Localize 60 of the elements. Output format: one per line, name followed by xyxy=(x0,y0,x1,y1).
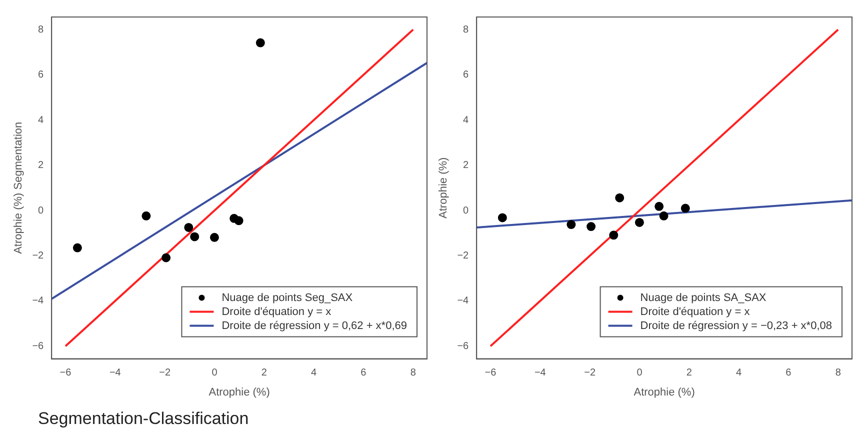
x-axis-title: Atrophie (%) xyxy=(208,386,270,398)
y-tick-label: 0 xyxy=(38,205,44,216)
point xyxy=(609,230,618,240)
legend-label: Nuage de points Seg_SAX xyxy=(222,292,354,304)
x-tick-label: 0 xyxy=(636,368,643,379)
x-tick-label: −4 xyxy=(534,368,546,379)
y-tick-label: 4 xyxy=(463,114,470,126)
legend-label: Droite d'équation y = x xyxy=(640,306,750,318)
point xyxy=(615,193,624,202)
x-axis-title: Atrophie (%) xyxy=(634,386,695,398)
y-tick-label: 8 xyxy=(463,24,470,36)
x-tick-label: 6 xyxy=(786,368,792,379)
y-tick-label: 2 xyxy=(463,160,470,172)
x-tick-label: 6 xyxy=(360,368,367,379)
y-tick-label: −2 xyxy=(457,250,470,262)
text: Segmentation-Classification xyxy=(37,409,250,429)
legend-label: Droite de régression y = 0,62 + x*0,69 xyxy=(222,320,408,332)
x-tick-label: 8 xyxy=(835,368,842,379)
x-tick-label: 0 xyxy=(212,368,218,379)
y-tick-label: 2 xyxy=(38,160,44,172)
y-tick-label: −4 xyxy=(32,296,44,307)
point xyxy=(234,216,244,226)
point xyxy=(162,253,171,262)
y-axis-title: Atrophie (%) Segmentation xyxy=(12,122,25,254)
point xyxy=(586,222,596,232)
point xyxy=(210,232,219,242)
y-tick-label: 6 xyxy=(38,70,44,81)
y-tick-label: 0 xyxy=(463,205,470,216)
x-tick-label: −2 xyxy=(159,368,171,379)
legend-label: Nuage de points SA_SAX xyxy=(640,292,767,304)
point xyxy=(190,232,200,242)
point xyxy=(654,202,664,211)
x-tick-label: 2 xyxy=(261,368,268,379)
y-tick-label: 6 xyxy=(463,70,470,81)
point xyxy=(72,243,82,252)
y-tick-label: −6 xyxy=(32,340,44,352)
x-tick-label: 4 xyxy=(311,368,318,379)
x-tick-label: 4 xyxy=(736,368,742,379)
point xyxy=(680,204,690,213)
y-tick-label: −6 xyxy=(457,340,470,352)
legend-label: Droite d'équation y = x xyxy=(222,306,332,318)
x-tick-label: −4 xyxy=(109,368,122,379)
point xyxy=(659,211,668,220)
x-tick-label: −2 xyxy=(584,368,596,379)
point xyxy=(184,222,194,232)
y-tick-label: 4 xyxy=(38,114,44,126)
point xyxy=(498,213,507,222)
point xyxy=(256,38,265,48)
y-axis-title: Atrophie (%) xyxy=(438,157,450,218)
y-tick-label: −4 xyxy=(457,296,470,307)
x-tick-label: −6 xyxy=(484,368,497,379)
point xyxy=(634,218,644,227)
legend-label: Droite de régression y = −0,23 + x*0,08 xyxy=(640,320,832,332)
point xyxy=(566,220,576,230)
x-tick-label: 8 xyxy=(410,368,416,379)
y-tick-label: 8 xyxy=(38,24,44,36)
y-tick-label: −2 xyxy=(32,250,44,262)
x-tick-label: 2 xyxy=(686,368,692,379)
point xyxy=(142,211,151,220)
x-tick-label: −6 xyxy=(60,368,72,379)
